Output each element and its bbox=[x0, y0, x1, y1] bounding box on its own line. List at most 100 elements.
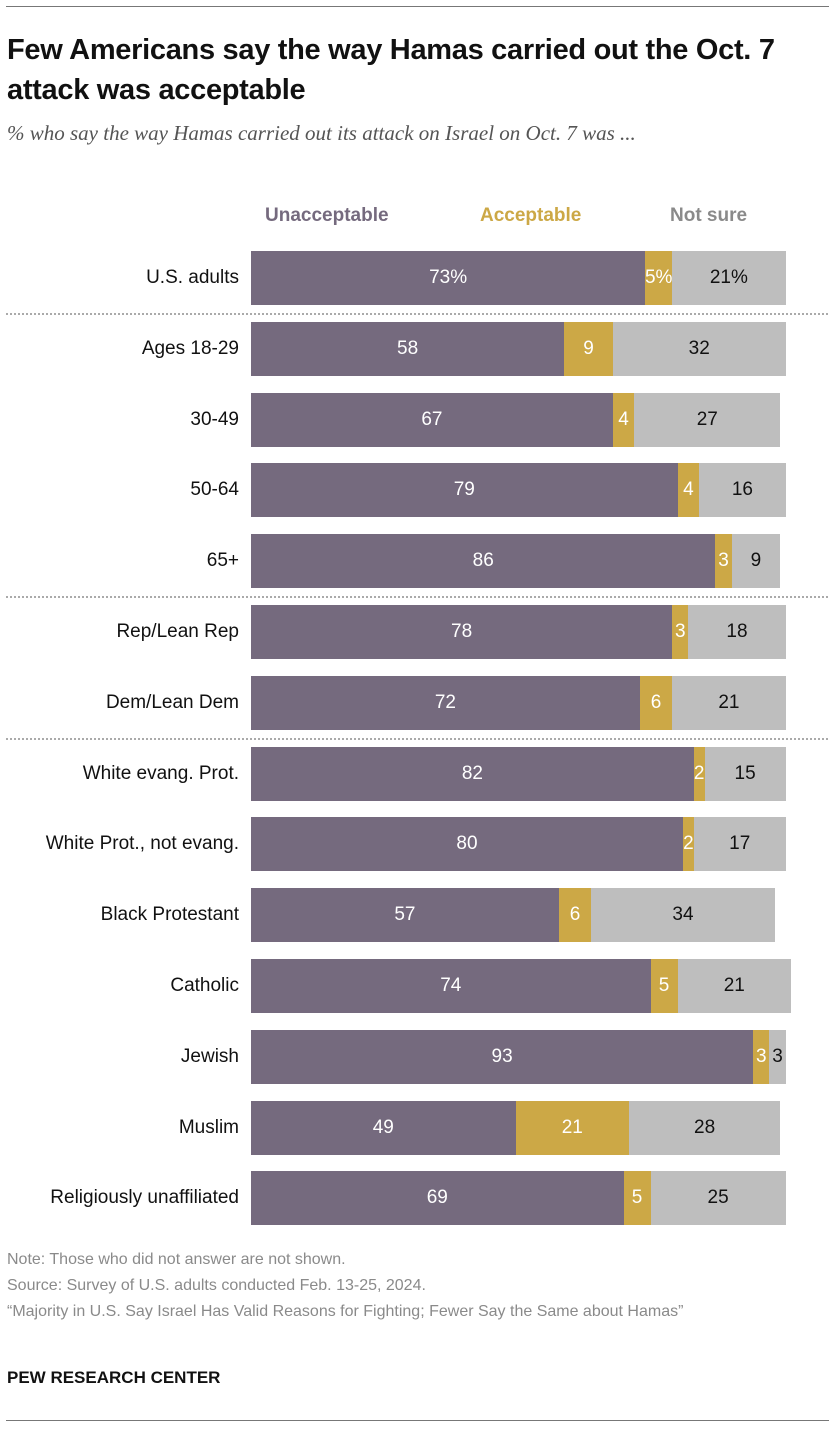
category-label: Jewish bbox=[180, 1045, 239, 1067]
category-label: Religiously unaffiliated bbox=[50, 1187, 239, 1209]
bar-not-sure: 32 bbox=[612, 321, 786, 376]
data-label: 21 bbox=[723, 975, 745, 996]
category-label: U.S. adults bbox=[146, 267, 239, 288]
bar-unacceptable: 80 bbox=[251, 817, 683, 872]
bar-unacceptable: 72 bbox=[251, 675, 640, 730]
data-label: 86 bbox=[472, 550, 494, 572]
data-label: 17 bbox=[729, 833, 751, 855]
bar-not-sure: 34 bbox=[591, 888, 775, 943]
category-label: 50-64 bbox=[190, 479, 239, 501]
bar-acceptable: 3 bbox=[753, 1029, 770, 1084]
data-label: 82 bbox=[461, 762, 483, 784]
data-label: 16 bbox=[731, 479, 753, 501]
brand-logo: PEW RESEARCH CENTER bbox=[7, 1368, 221, 1387]
data-label: 49 bbox=[372, 1116, 394, 1138]
category-label: Rep/Lean Rep bbox=[116, 621, 239, 642]
bar-not-sure: 21 bbox=[677, 959, 791, 1013]
group-separator bbox=[6, 596, 828, 599]
bar-acceptable: 4 bbox=[677, 463, 700, 518]
chart-title: Few Americans say the way Hamas carried … bbox=[7, 34, 775, 106]
top-rule bbox=[6, 6, 829, 7]
data-label: 32 bbox=[688, 337, 710, 359]
data-label: 3 bbox=[674, 621, 686, 642]
data-label: 69 bbox=[426, 1187, 448, 1209]
chart-subtitle: % who say the way Hamas carried out its … bbox=[7, 121, 636, 145]
bar-acceptable: 6 bbox=[639, 675, 673, 730]
category-label: 65+ bbox=[206, 550, 239, 572]
data-label: 3 bbox=[755, 1045, 767, 1067]
category-label: Dem/Lean Dem bbox=[105, 691, 239, 713]
report-title: “Majority in U.S. Say Israel Has Valid R… bbox=[7, 1303, 684, 1320]
data-label: 6 bbox=[650, 691, 662, 713]
data-label: 78 bbox=[451, 621, 473, 642]
data-label: 2 bbox=[683, 833, 694, 855]
data-label: 58 bbox=[397, 337, 419, 359]
bar-unacceptable: 74 bbox=[251, 959, 651, 1013]
bar-acceptable: 3 bbox=[672, 605, 689, 659]
bar-acceptable: 4 bbox=[612, 392, 635, 447]
data-label: 21% bbox=[709, 267, 748, 288]
legend-not-sure: Not sure bbox=[670, 205, 748, 226]
data-label: 3 bbox=[772, 1045, 783, 1067]
data-label: 79 bbox=[453, 479, 475, 501]
data-label: 9 bbox=[583, 337, 594, 359]
group-separator bbox=[6, 313, 828, 315]
data-label: 9 bbox=[750, 550, 762, 572]
bar-acceptable: 9 bbox=[564, 321, 613, 376]
bar-unacceptable: 73% bbox=[251, 251, 646, 305]
data-label: 18 bbox=[726, 621, 748, 642]
data-label: 2 bbox=[693, 762, 705, 784]
bar-unacceptable: 67 bbox=[251, 392, 613, 447]
category-label: Muslim bbox=[178, 1116, 239, 1138]
data-label: 73% bbox=[429, 267, 468, 288]
data-label: 74 bbox=[440, 975, 462, 996]
category-label: Catholic bbox=[170, 975, 239, 996]
bar-acceptable: 5% bbox=[645, 251, 672, 305]
data-label: 28 bbox=[694, 1116, 716, 1138]
bar-acceptable: 3 bbox=[715, 534, 732, 589]
source: Source: Survey of U.S. adults conducted … bbox=[7, 1277, 426, 1294]
bar-not-sure: 18 bbox=[688, 605, 786, 659]
data-label: 3 bbox=[718, 550, 729, 572]
bar-acceptable: 6 bbox=[558, 888, 592, 943]
data-label: 67 bbox=[421, 408, 443, 430]
data-label: 21 bbox=[561, 1116, 583, 1138]
bar-not-sure: 28 bbox=[629, 1100, 781, 1155]
data-label: 34 bbox=[672, 904, 694, 926]
bar-unacceptable: 49 bbox=[251, 1100, 516, 1155]
category-label: White evang. Prot. bbox=[82, 762, 239, 784]
note: Note: Those who did not answer are not s… bbox=[7, 1251, 346, 1268]
bottom-rule bbox=[6, 1420, 829, 1421]
data-label: 4 bbox=[683, 479, 694, 501]
data-label: 15 bbox=[734, 762, 756, 784]
data-label: 5 bbox=[631, 1187, 643, 1209]
bar-acceptable: 5 bbox=[650, 959, 678, 1013]
bar-acceptable: 21 bbox=[515, 1100, 629, 1155]
bar-unacceptable: 78 bbox=[251, 605, 673, 659]
data-label: 25 bbox=[707, 1187, 729, 1209]
category-label: White Prot., not evang. bbox=[45, 833, 239, 855]
data-label: 27 bbox=[696, 408, 718, 430]
bar-not-sure: 27 bbox=[634, 392, 781, 447]
data-label: 5% bbox=[644, 267, 673, 288]
category-label: Ages 18-29 bbox=[141, 337, 239, 359]
bar-not-sure: 16 bbox=[699, 463, 786, 518]
bar-unacceptable: 57 bbox=[251, 888, 559, 943]
data-label: 4 bbox=[618, 408, 629, 430]
legend-unacceptable: Unacceptable bbox=[265, 205, 389, 226]
data-label: 5 bbox=[658, 975, 670, 996]
bar-not-sure: 9 bbox=[731, 534, 781, 589]
data-label: 21 bbox=[718, 691, 740, 713]
bar-not-sure: 17 bbox=[693, 817, 786, 872]
bar-unacceptable: 69 bbox=[251, 1171, 624, 1226]
bar-acceptable: 2 bbox=[693, 746, 705, 801]
legend-acceptable: Acceptable bbox=[480, 205, 582, 226]
group-separator bbox=[6, 737, 828, 740]
bar-not-sure: 15 bbox=[704, 746, 786, 801]
data-label: 72 bbox=[434, 691, 456, 713]
bar-unacceptable: 82 bbox=[251, 746, 694, 801]
bar-not-sure: 25 bbox=[650, 1171, 786, 1226]
data-label: 80 bbox=[456, 833, 478, 855]
category-label: Black Protestant bbox=[100, 904, 239, 926]
